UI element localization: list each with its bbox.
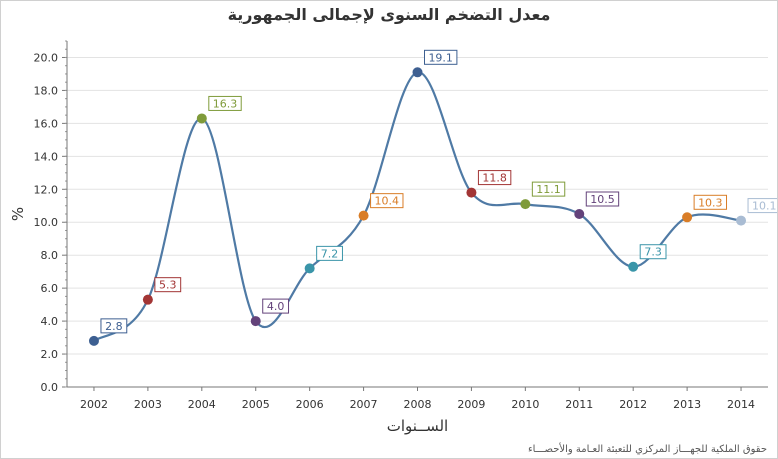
data-label-box (531, 181, 566, 197)
data-label-box (370, 193, 404, 209)
y-axis-title: % (9, 207, 27, 221)
data-label-box (424, 49, 458, 65)
copyright-footer: حقوق الملكية للجهـــاز المركزي للتعبئة ا… (527, 444, 767, 455)
y-tick-label: 2.0 (41, 348, 59, 361)
y-tick-label: 4.0 (41, 315, 59, 328)
chart-title: معدل التضخم السنوى لإجمالى الجمهورية (227, 5, 551, 24)
data-point (304, 263, 315, 274)
data-point (574, 209, 585, 219)
data-point (682, 212, 693, 223)
y-tick-label: 18.0 (34, 84, 59, 97)
data-label: 5.3 (159, 279, 177, 292)
y-tick-label: 16.0 (34, 117, 59, 130)
data-label: 11.1 (536, 183, 561, 196)
series-line (93, 71, 742, 342)
x-tick-label: 2002 (80, 398, 108, 411)
x-tick-label: 2013 (673, 398, 701, 411)
y-tick-label: 14.0 (34, 150, 59, 163)
x-axis-title: الســنوات (387, 417, 448, 435)
data-label: 10.1 (752, 200, 777, 213)
y-tick-label: 8.0 (41, 249, 59, 262)
data-point (88, 335, 99, 346)
data-label: 7.3 (644, 246, 662, 259)
data-point (358, 210, 369, 221)
x-tick-label: 2012 (619, 398, 647, 411)
x-tick-label: 2008 (404, 398, 432, 411)
x-tick-label: 2005 (242, 398, 270, 411)
data-label: 4.0 (267, 300, 285, 313)
x-tick-label: 2007 (350, 398, 378, 411)
data-label: 11.8 (482, 172, 507, 185)
data-label-box (477, 170, 512, 186)
data-label: 7.2 (321, 247, 339, 260)
data-label: 10.5 (590, 193, 615, 206)
data-label-box (639, 244, 667, 260)
x-tick-label: 2003 (134, 398, 162, 411)
y-tick-label: 0.0 (41, 381, 59, 394)
data-point (736, 215, 747, 226)
data-point (628, 261, 639, 272)
data-label-box (316, 245, 343, 261)
data-label-box (585, 191, 620, 207)
data-label-box (208, 95, 242, 111)
data-point (142, 294, 153, 305)
data-label: 2.8 (105, 320, 123, 333)
data-label-box (154, 277, 182, 293)
data-label-box (747, 198, 777, 214)
y-tick-label: 12.0 (34, 183, 59, 196)
data-point (520, 199, 531, 210)
y-tick-label: 20.0 (34, 51, 59, 64)
x-tick-label: 2011 (565, 398, 593, 411)
data-label-box (693, 194, 728, 210)
y-tick-label: 10.0 (34, 216, 59, 229)
data-point (466, 187, 477, 198)
data-point (250, 316, 261, 327)
data-label: 10.4 (375, 195, 400, 208)
data-label-box (262, 298, 290, 314)
data-point (196, 113, 207, 124)
x-tick-label: 2004 (188, 398, 216, 411)
data-label: 10.3 (698, 196, 723, 209)
x-tick-label: 2006 (296, 398, 324, 411)
y-tick-label: 6.0 (41, 282, 59, 295)
data-label-box (100, 318, 128, 334)
data-label: 16.3 (213, 97, 238, 110)
x-tick-label: 2009 (457, 398, 485, 411)
x-tick-label: 2014 (727, 398, 755, 411)
data-label: 19.1 (428, 51, 453, 64)
x-tick-label: 2010 (511, 398, 539, 411)
data-point (412, 67, 423, 78)
